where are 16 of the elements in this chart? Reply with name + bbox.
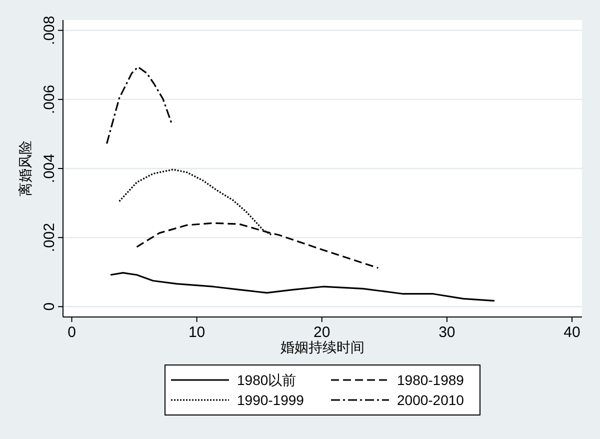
x-tick-label: 30	[438, 324, 456, 341]
y-tick-label: .002	[41, 222, 58, 252]
y-tick-label: .004	[41, 154, 58, 184]
x-tick-label: 0	[68, 324, 76, 341]
y-tick-label: .008	[41, 16, 58, 45]
y-axis-title: 离婚风险	[17, 140, 33, 196]
x-tick-label: 40	[564, 324, 580, 341]
legend-label: 1990-1999	[237, 392, 304, 408]
x-tick-label: 20	[314, 324, 330, 341]
x-tick-label: 10	[188, 324, 206, 341]
legend-label: 1980以前	[237, 372, 296, 388]
legend-label: 1980-1989	[397, 372, 464, 388]
y-tick-label: 0	[41, 302, 58, 311]
y-tick-label: .006	[41, 84, 58, 114]
legend-label: 2000-2010	[397, 392, 464, 408]
x-axis-title: 婚姻持续时间	[280, 339, 364, 355]
